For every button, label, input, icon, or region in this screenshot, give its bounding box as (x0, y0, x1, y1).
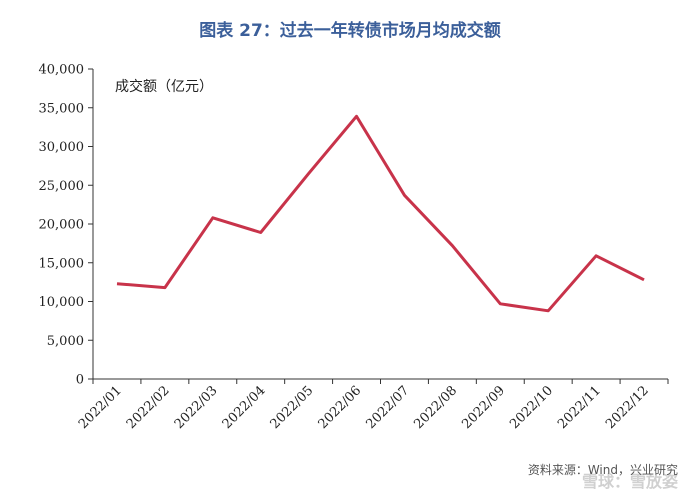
y-tick-label: 5,000 (47, 334, 84, 349)
watermark: 雪球：雪放姿 (581, 472, 678, 491)
x-tick-label: 2022/08 (411, 383, 460, 432)
x-tick-label: 2022/03 (172, 383, 221, 432)
x-tick-label: 2022/12 (603, 383, 652, 432)
source-note: 资料来源：Wind，兴业研究 (527, 463, 678, 477)
x-tick-label: 2022/01 (76, 383, 125, 432)
series-label: 成交额（亿元） (115, 78, 213, 95)
y-tick-label: 30,000 (39, 140, 85, 155)
x-tick-label: 2022/07 (363, 383, 412, 432)
x-tick-label: 2022/02 (124, 383, 173, 432)
y-tick-label: 40,000 (39, 63, 85, 78)
axes (92, 69, 668, 380)
y-axis-ticks: 0 5,000 10,000 15,000 20,000 25,000 30,000 35,0… (39, 63, 93, 388)
series-group (116, 114, 645, 313)
y-tick-label: 35,000 (39, 101, 85, 116)
x-tick-label: 2022/06 (316, 383, 365, 432)
chart-title: 图表 27：过去一年转债市场月均成交额 (199, 21, 501, 41)
y-tick-label: 25,000 (39, 179, 85, 194)
x-tick-label: 2022/04 (220, 383, 269, 432)
x-tick-label: 2022/09 (459, 383, 508, 432)
x-tick-label: 2022/10 (507, 383, 556, 432)
y-tick-label: 15,000 (39, 256, 85, 271)
y-tick-label: 10,000 (39, 295, 85, 310)
y-tick-label: 20,000 (39, 218, 85, 233)
x-axis-ticks: 2022/01 2022/02 2022/03 2022/04 2022/05 2022/… (76, 379, 669, 432)
series-line (116, 114, 645, 313)
x-tick-label: 2022/05 (268, 383, 317, 432)
x-tick-label: 2022/11 (555, 383, 604, 432)
y-tick-label: 0 (76, 373, 84, 388)
